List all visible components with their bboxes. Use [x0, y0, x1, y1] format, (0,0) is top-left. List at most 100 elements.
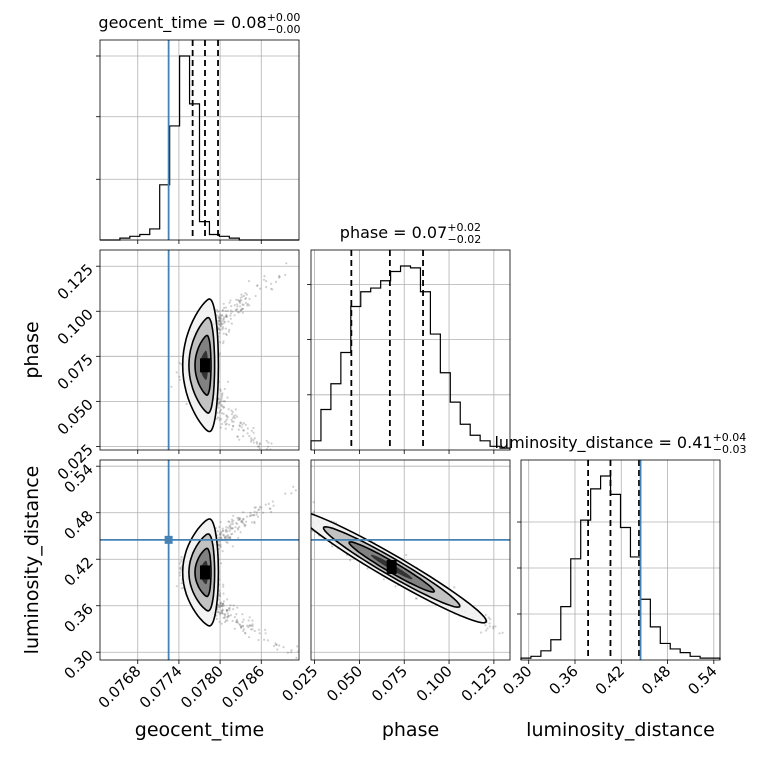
sample-point	[244, 297, 247, 301]
sample-point	[222, 309, 225, 312]
sample-point	[278, 274, 281, 277]
sample-point	[227, 320, 230, 323]
sample-point	[229, 614, 233, 617]
sample-point	[251, 623, 254, 626]
sample-point	[240, 299, 243, 302]
sample-point	[239, 421, 242, 424]
sample-point	[234, 308, 237, 311]
sample-point	[236, 435, 239, 438]
sample-point	[219, 533, 222, 536]
ytick-label-luminosity_distance: 0.42	[60, 553, 96, 589]
sample-point	[242, 511, 245, 514]
sample-point	[248, 297, 251, 301]
sample-point	[250, 429, 253, 432]
sample-point	[414, 597, 417, 600]
sample-point	[239, 309, 243, 312]
sample-point	[240, 626, 243, 630]
sample-point	[224, 620, 227, 624]
sample-point	[220, 622, 223, 625]
sample-point	[215, 614, 218, 617]
sample-point	[242, 517, 245, 521]
sample-point	[486, 627, 489, 630]
xtick-label-luminosity_distance: 0.36	[545, 662, 581, 698]
sample-point	[233, 314, 236, 317]
sample-point	[220, 422, 224, 426]
sample-point	[229, 299, 232, 302]
sample-point	[219, 601, 223, 604]
sample-point	[222, 616, 225, 620]
xtick-label-geocent_time: 0.0780	[177, 662, 227, 712]
sample-point	[232, 514, 235, 517]
sample-point	[233, 304, 236, 307]
sample-point	[220, 612, 224, 615]
sample-point	[232, 604, 235, 607]
sample-point	[220, 610, 223, 613]
sample-point	[242, 518, 245, 521]
xtick-label-geocent_time: 0.0774	[136, 662, 186, 712]
sample-point	[255, 511, 258, 514]
sample-point	[218, 401, 221, 404]
sample-point	[216, 416, 219, 419]
sample-point	[255, 442, 259, 445]
sample-point	[221, 609, 224, 612]
sample-point	[228, 529, 231, 532]
sample-point	[179, 378, 182, 381]
density-phase-luminosity_distance	[309, 501, 504, 635]
sample-point	[244, 301, 247, 304]
sample-point	[285, 262, 288, 265]
axes-frame	[99, 39, 300, 241]
sample-point	[220, 320, 223, 323]
sample-point	[227, 380, 230, 383]
sample-point	[254, 294, 257, 298]
sample-point	[225, 315, 229, 318]
sample-point	[220, 393, 223, 396]
sample-point	[226, 609, 229, 612]
sample-point	[228, 536, 231, 539]
sample-point	[276, 648, 279, 651]
sample-point	[219, 316, 222, 319]
sample-point	[290, 651, 293, 654]
gridlines	[528, 460, 715, 660]
sample-point	[235, 620, 238, 623]
sample-point	[251, 628, 254, 631]
sample-point	[238, 424, 241, 427]
sample-point	[220, 418, 223, 421]
gridlines	[100, 250, 299, 450]
sample-point	[242, 618, 245, 621]
sample-point	[236, 298, 240, 302]
sample-point	[225, 526, 228, 529]
sample-point	[394, 585, 397, 588]
sample-point	[247, 626, 250, 629]
sample-point	[239, 624, 242, 627]
sample-point	[297, 650, 299, 653]
sample-point	[265, 286, 268, 289]
sample-point	[265, 439, 268, 442]
sample-point	[239, 625, 242, 628]
sample-point	[225, 610, 228, 613]
sample-point	[480, 631, 483, 634]
sample-point	[226, 396, 229, 399]
sample-point	[234, 414, 237, 417]
sample-point	[237, 428, 240, 431]
sample-point	[257, 445, 260, 448]
sample-point	[267, 502, 270, 505]
gridlines	[314, 250, 495, 450]
sample-point	[294, 489, 297, 492]
sample-point	[253, 522, 256, 525]
sample-point	[220, 397, 223, 401]
sample-point	[218, 320, 221, 323]
density-peak	[199, 358, 210, 373]
sample-point	[178, 375, 181, 378]
sample-point	[231, 522, 235, 526]
sample-point	[225, 314, 228, 317]
sample-point	[334, 662, 336, 664]
sample-point	[309, 518, 311, 520]
ytick-label-luminosity_distance: 0.48	[60, 507, 96, 543]
sample-point	[232, 608, 235, 611]
sample-point	[282, 646, 285, 649]
ytick-label-phase: 0.050	[54, 395, 97, 438]
sample-point	[240, 426, 243, 429]
density-geocent_time-phase	[170, 262, 288, 450]
sample-point	[248, 624, 252, 627]
sample-point	[250, 437, 253, 440]
